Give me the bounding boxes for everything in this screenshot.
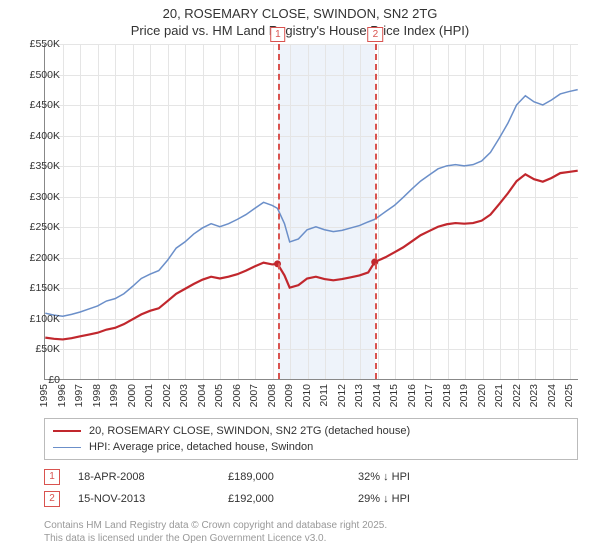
legend-swatch-hpi: [53, 447, 81, 448]
x-tick-label: 2019: [458, 384, 470, 407]
x-tick-label: 2021: [493, 384, 505, 407]
x-tick-label: 2005: [213, 384, 225, 407]
x-tick-label: 2023: [528, 384, 540, 407]
chart-title-block: 20, ROSEMARY CLOSE, SWINDON, SN2 2TG Pri…: [0, 0, 600, 38]
legend-row-paid: 20, ROSEMARY CLOSE, SWINDON, SN2 2TG (de…: [53, 423, 569, 439]
event-row: 2 15-NOV-2013 £192,000 29% ↓ HPI: [44, 488, 578, 510]
chart-title-line1: 20, ROSEMARY CLOSE, SWINDON, SN2 2TG: [0, 6, 600, 21]
x-tick-label: 2001: [143, 384, 155, 407]
x-tick-label: 2012: [336, 384, 348, 407]
event-marker-line: [375, 44, 377, 379]
x-tick-label: 1997: [73, 384, 85, 407]
event-price: £192,000: [228, 493, 348, 505]
legend-row-hpi: HPI: Average price, detached house, Swin…: [53, 439, 569, 455]
x-tick-label: 2006: [231, 384, 243, 407]
x-tick-label: 1995: [38, 384, 50, 407]
footer-line2: This data is licensed under the Open Gov…: [44, 533, 578, 546]
y-tick-label: £200K: [10, 252, 60, 264]
x-tick-label: 2024: [546, 384, 558, 407]
chart-svg: [45, 44, 578, 379]
x-tick-label: 2025: [563, 384, 575, 407]
event-delta: 32% ↓ HPI: [358, 471, 488, 483]
event-marker-line: [278, 44, 280, 379]
x-tick-label: 2009: [283, 384, 295, 407]
x-tick-label: 2002: [161, 384, 173, 407]
event-date: 15-NOV-2013: [78, 493, 218, 505]
y-tick-label: £100K: [10, 313, 60, 325]
y-tick-label: £250K: [10, 221, 60, 233]
x-tick-label: 2015: [388, 384, 400, 407]
x-tick-label: 1998: [91, 384, 103, 407]
footer-attribution: Contains HM Land Registry data © Crown c…: [44, 520, 578, 545]
series-paid-line: [45, 171, 577, 340]
event-num-box: 1: [44, 469, 60, 485]
x-tick-label: 1999: [108, 384, 120, 407]
event-num-box: 2: [44, 491, 60, 507]
event-marker-label: 1: [270, 27, 286, 42]
y-tick-label: £50K: [10, 343, 60, 355]
x-tick-label: 2018: [441, 384, 453, 407]
x-tick-label: 2004: [196, 384, 208, 407]
x-tick-label: 2016: [406, 384, 418, 407]
event-table: 1 18-APR-2008 £189,000 32% ↓ HPI 2 15-NO…: [44, 466, 578, 510]
legend-label-hpi: HPI: Average price, detached house, Swin…: [89, 441, 313, 453]
chart-legend: 20, ROSEMARY CLOSE, SWINDON, SN2 2TG (de…: [44, 418, 578, 460]
x-tick-label: 2022: [511, 384, 523, 407]
x-tick-label: 2013: [353, 384, 365, 407]
y-tick-label: £300K: [10, 191, 60, 203]
y-tick-label: £500K: [10, 69, 60, 81]
y-tick-label: £550K: [10, 38, 60, 50]
x-tick-label: 1996: [56, 384, 68, 407]
x-tick-label: 2003: [178, 384, 190, 407]
y-tick-label: £350K: [10, 160, 60, 172]
x-tick-label: 2020: [476, 384, 488, 407]
x-tick-label: 2017: [423, 384, 435, 407]
chart-title-line2: Price paid vs. HM Land Registry's House …: [0, 23, 600, 38]
y-tick-label: £450K: [10, 99, 60, 111]
x-tick-label: 2010: [301, 384, 313, 407]
event-price: £189,000: [228, 471, 348, 483]
y-tick-label: £0: [10, 374, 60, 386]
price-chart: 12: [44, 44, 578, 380]
x-tick-label: 2008: [266, 384, 278, 407]
x-tick-label: 2014: [371, 384, 383, 407]
legend-swatch-paid: [53, 430, 81, 432]
y-tick-label: £150K: [10, 282, 60, 294]
x-tick-label: 2011: [318, 384, 330, 407]
x-tick-label: 2000: [126, 384, 138, 407]
legend-label-paid: 20, ROSEMARY CLOSE, SWINDON, SN2 2TG (de…: [89, 425, 410, 437]
series-hpi-line: [45, 90, 577, 317]
x-tick-label: 2007: [248, 384, 260, 407]
event-delta: 29% ↓ HPI: [358, 493, 488, 505]
event-row: 1 18-APR-2008 £189,000 32% ↓ HPI: [44, 466, 578, 488]
footer-line1: Contains HM Land Registry data © Crown c…: [44, 520, 578, 533]
event-date: 18-APR-2008: [78, 471, 218, 483]
y-tick-label: £400K: [10, 130, 60, 142]
event-marker-label: 2: [368, 27, 384, 42]
